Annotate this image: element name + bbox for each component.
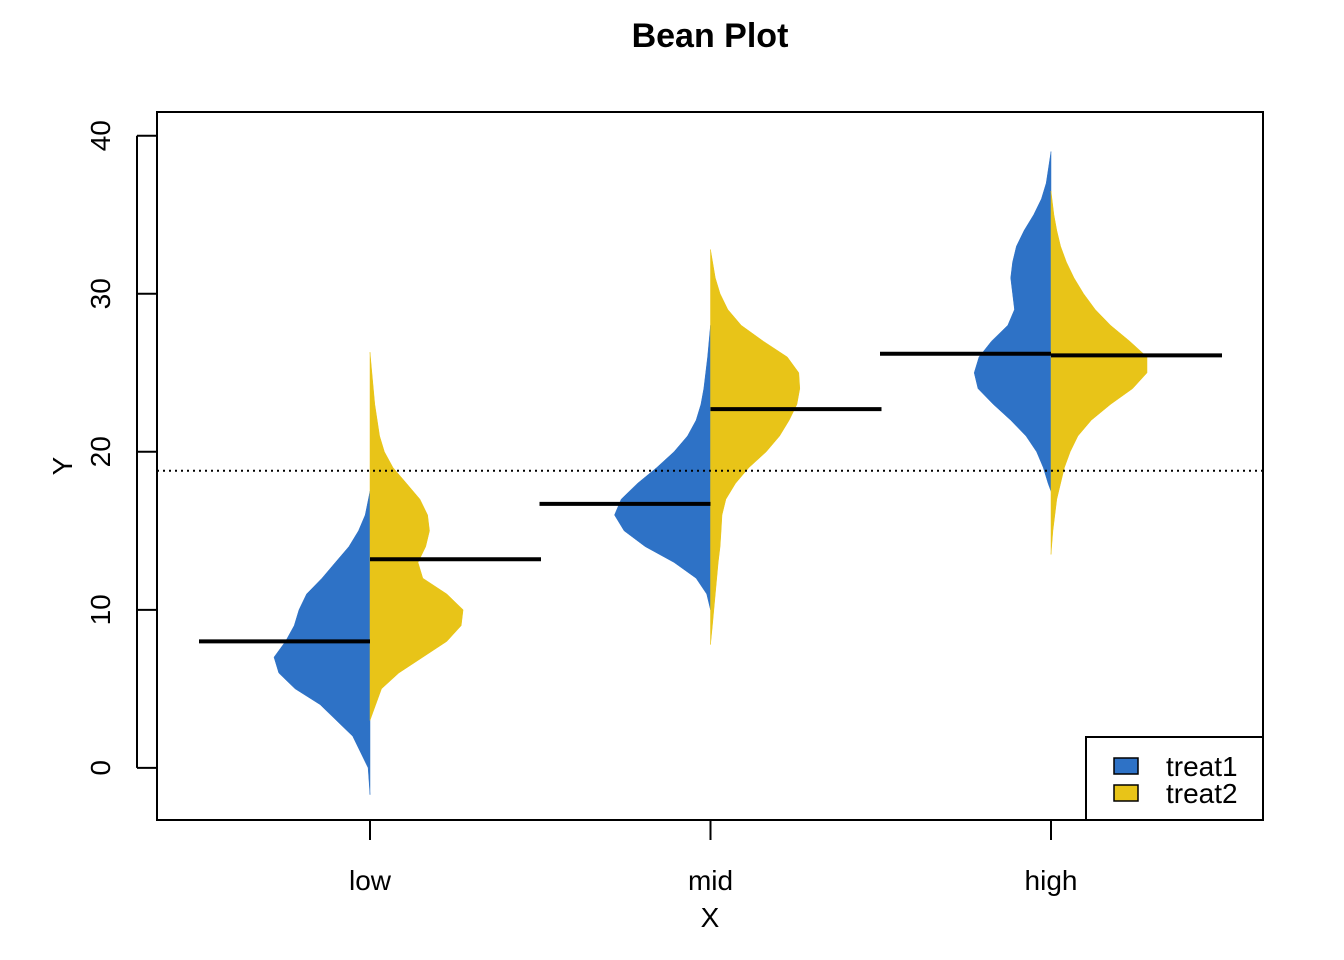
legend-swatch-treat1 xyxy=(1113,757,1139,775)
y-axis-label: Y xyxy=(47,456,78,475)
bean-high-treat2 xyxy=(1050,190,1148,555)
x-axis: low mid high xyxy=(349,820,1077,896)
bean-high-treat1 xyxy=(973,151,1052,492)
chart-title: Bean Plot xyxy=(632,17,789,55)
legend-label-treat1: treat1 xyxy=(1166,751,1238,782)
bean-mid-treat1 xyxy=(614,325,711,610)
x-axis-label: X xyxy=(701,902,720,933)
bean-low-treat2 xyxy=(369,352,464,721)
y-tick-label-30: 30 xyxy=(85,278,116,309)
y-axis: 0 10 20 30 40 xyxy=(85,120,157,776)
y-tick-label-20: 20 xyxy=(85,436,116,467)
x-tick-label-low: low xyxy=(349,865,392,896)
beans-layer xyxy=(273,151,1148,795)
y-tick-label-10: 10 xyxy=(85,594,116,625)
y-tick-label-40: 40 xyxy=(85,120,116,151)
legend-swatch-treat2 xyxy=(1113,784,1139,802)
y-tick-label-0: 0 xyxy=(85,760,116,776)
legend-label-treat2: treat2 xyxy=(1166,778,1238,809)
mean-lines-layer xyxy=(199,351,1222,644)
bean-mid-treat2 xyxy=(710,249,801,645)
legend-box xyxy=(1085,736,1264,821)
x-tick-label-mid: mid xyxy=(688,865,733,896)
x-tick-label-high: high xyxy=(1025,865,1078,896)
